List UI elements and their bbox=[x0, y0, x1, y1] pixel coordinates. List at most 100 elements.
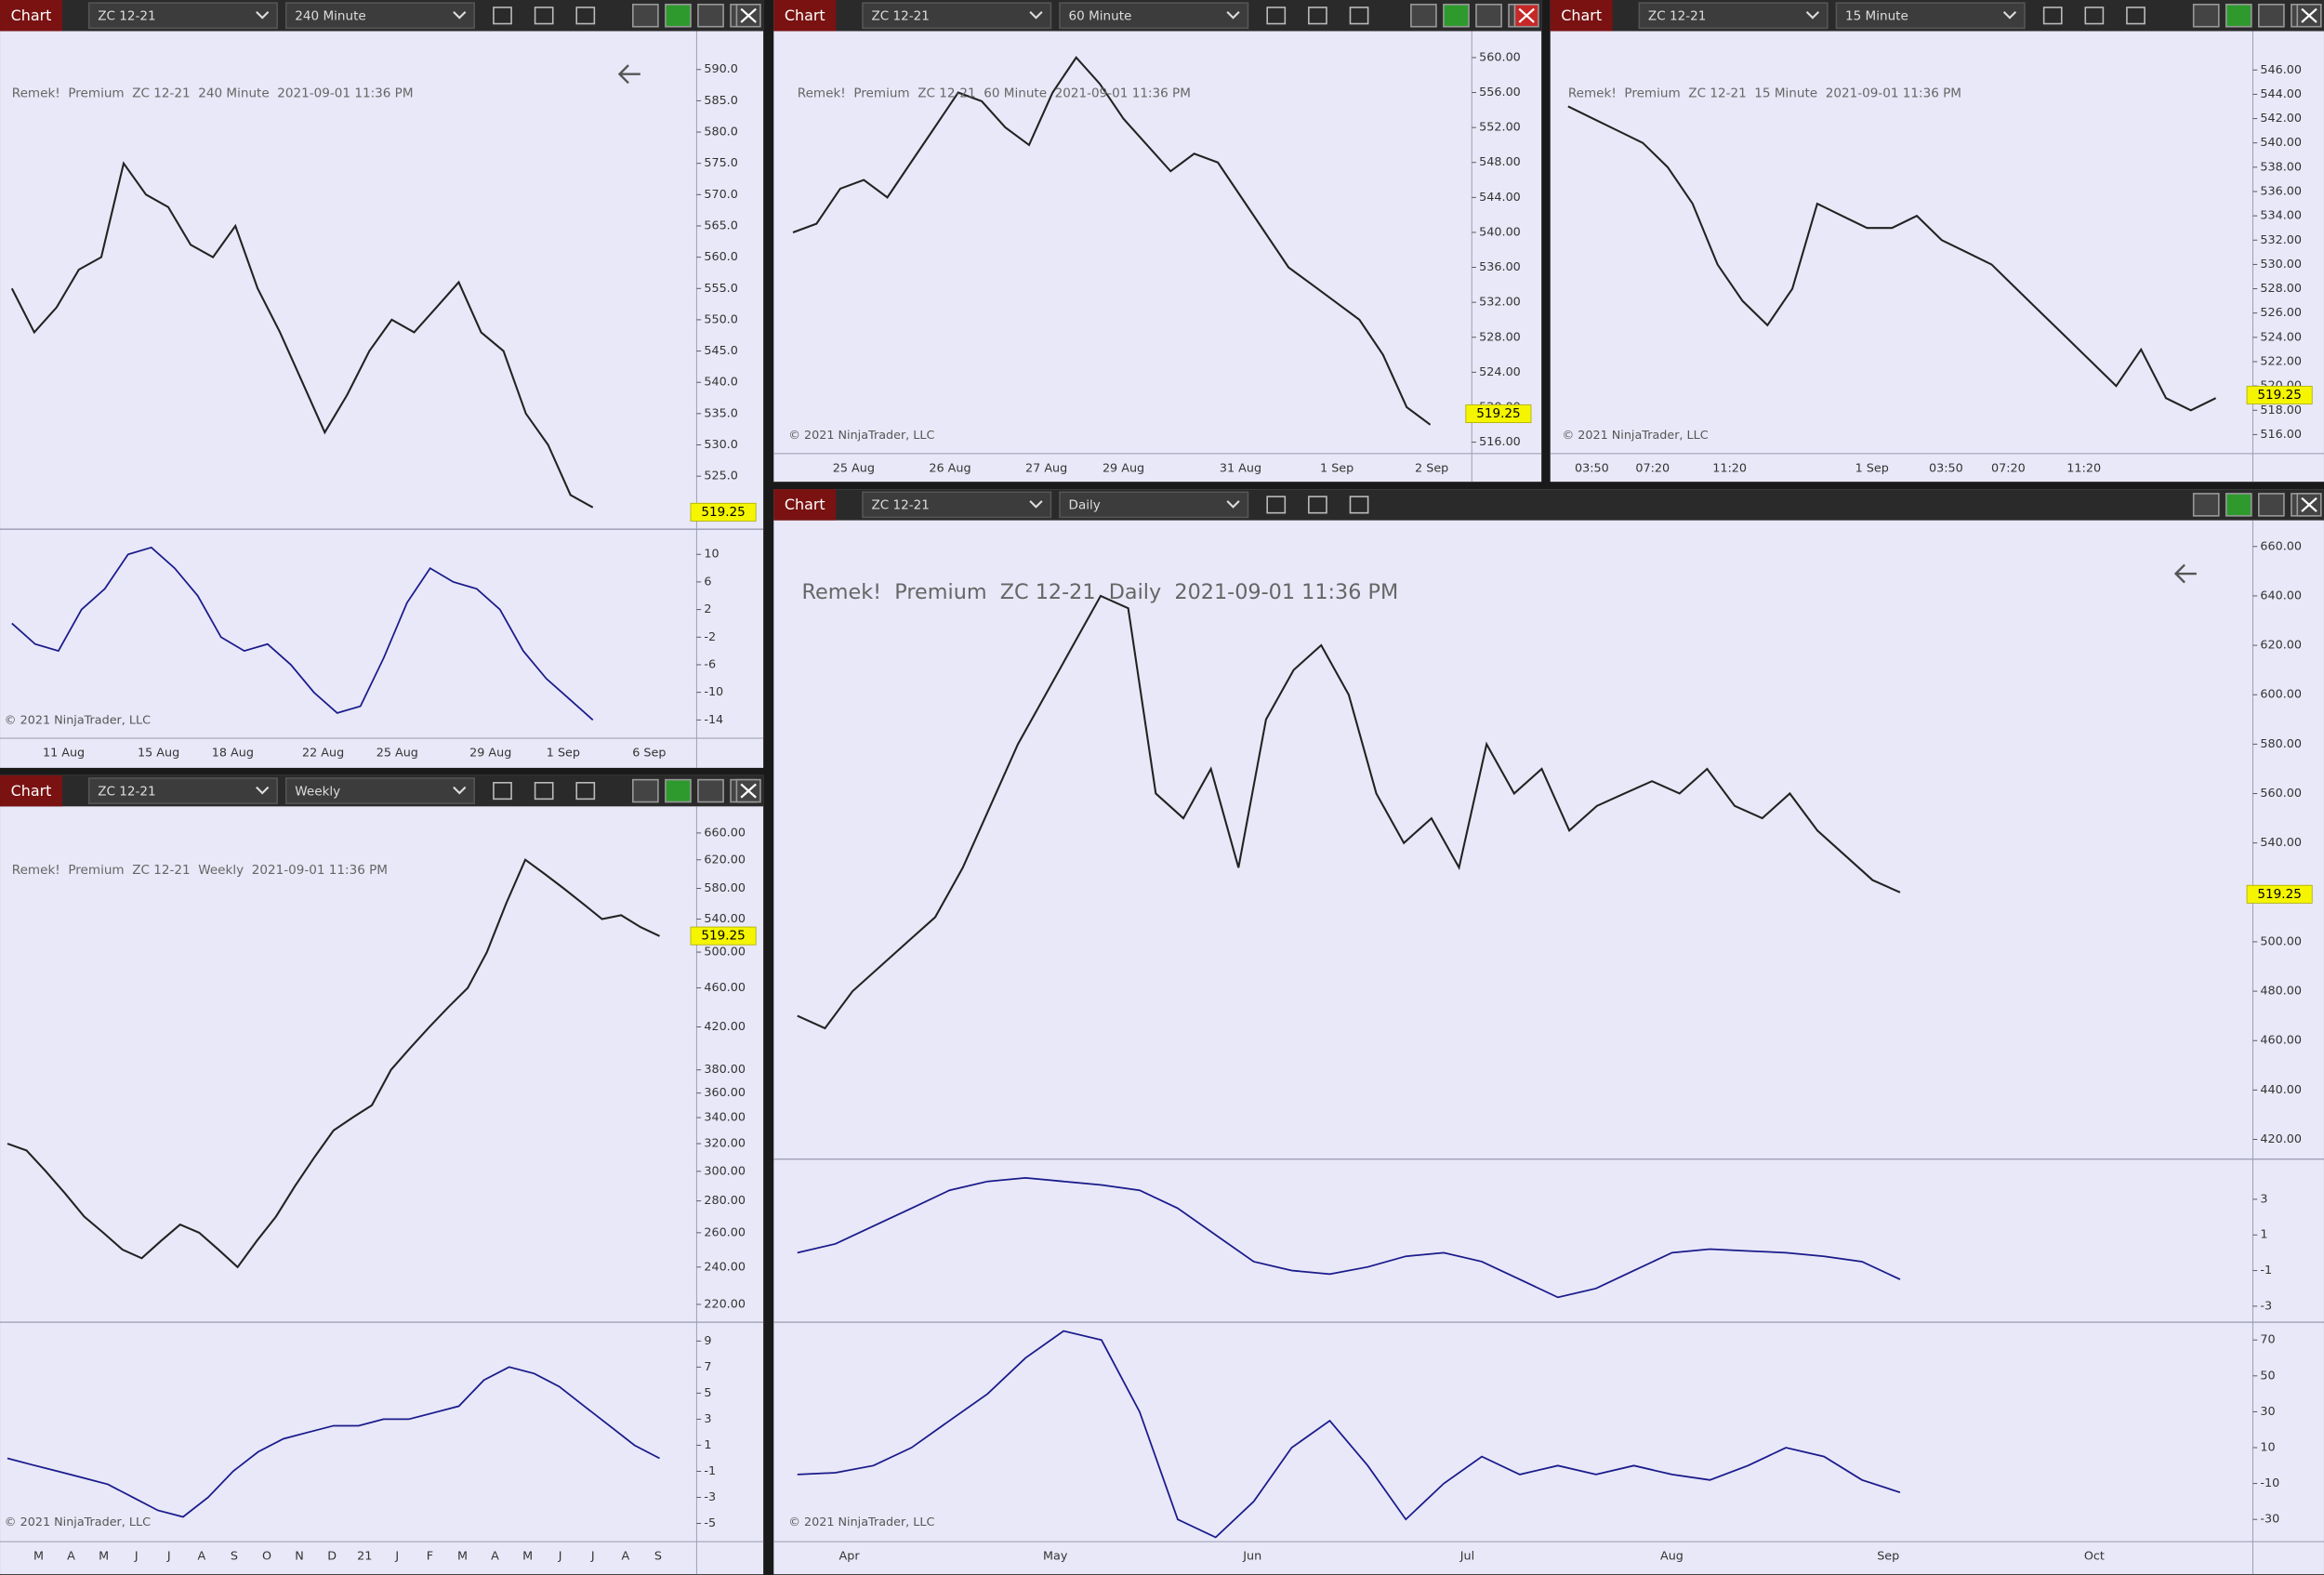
price-tick-label: 70 bbox=[2260, 1333, 2275, 1347]
chart-caption: Remek! Premium ZC 12-21 15 Minute 2021-0… bbox=[1568, 86, 1961, 100]
price-tick-label: 555.0 bbox=[704, 282, 738, 296]
last-price-marker bbox=[690, 502, 757, 522]
price-tick-label: 585.0 bbox=[704, 94, 738, 108]
toolbar-icon[interactable] bbox=[1349, 496, 1369, 514]
interval-select[interactable] bbox=[284, 777, 476, 804]
price-tick-label: 534.00 bbox=[2260, 209, 2302, 223]
toolbar-icon[interactable] bbox=[1266, 7, 1287, 25]
time-label: Aug bbox=[1660, 1550, 1684, 1564]
close-icon bbox=[740, 783, 757, 799]
price-tick-label: -1 bbox=[704, 1464, 716, 1478]
toolbar-icon[interactable] bbox=[493, 782, 512, 801]
window-button[interactable] bbox=[2192, 493, 2220, 517]
toolbar-icon[interactable] bbox=[1308, 7, 1327, 25]
dropdown-arrow bbox=[1029, 11, 1043, 20]
chart-tab[interactable] bbox=[773, 489, 837, 521]
last-price-label: 519.25 bbox=[701, 505, 745, 520]
price-tick-label: -1 bbox=[2260, 1264, 2272, 1277]
toolbar-icon[interactable] bbox=[2042, 7, 2063, 25]
window-button[interactable] bbox=[665, 778, 692, 803]
instrument-select[interactable] bbox=[862, 491, 1052, 519]
instrument-select[interactable] bbox=[87, 777, 278, 804]
last-price-label: 519.25 bbox=[2257, 887, 2301, 902]
toolbar-icon[interactable] bbox=[1349, 7, 1369, 25]
time-label: 11:20 bbox=[2067, 461, 2101, 475]
price-tick-label: 542.00 bbox=[2260, 112, 2302, 126]
window-button[interactable] bbox=[2258, 493, 2285, 517]
interval-select[interactable] bbox=[1059, 2, 1249, 30]
toolbar-icon[interactable] bbox=[575, 7, 596, 25]
window-button[interactable] bbox=[2192, 3, 2220, 28]
chart-tab-label: Chart bbox=[11, 782, 52, 800]
window-button[interactable] bbox=[1443, 3, 1470, 28]
window-button[interactable] bbox=[1410, 3, 1437, 28]
price-tick-label: 540.00 bbox=[2260, 136, 2302, 150]
chart-tab[interactable] bbox=[773, 0, 837, 32]
window-body bbox=[1550, 0, 2324, 483]
interval-select[interactable] bbox=[1059, 491, 1249, 519]
window-button[interactable] bbox=[1475, 3, 1502, 28]
window-button[interactable] bbox=[697, 778, 724, 803]
window-button[interactable] bbox=[632, 778, 659, 803]
time-label: Jun bbox=[1242, 1550, 1261, 1564]
time-label: Sep bbox=[1877, 1550, 1899, 1564]
chart-tab[interactable] bbox=[0, 0, 62, 32]
last-price-marker bbox=[2246, 884, 2313, 904]
chart-tab[interactable] bbox=[0, 774, 62, 807]
time-label: Jul bbox=[1459, 1550, 1474, 1564]
interval-select[interactable] bbox=[1835, 2, 2026, 30]
time-label: 03:50 bbox=[1575, 461, 1609, 475]
price-tick-label: 580.00 bbox=[2260, 737, 2302, 751]
toolbar-icon[interactable] bbox=[1266, 496, 1287, 514]
instrument-select[interactable] bbox=[862, 2, 1052, 30]
time-label: 15 Aug bbox=[138, 746, 179, 760]
toolbar-icon[interactable] bbox=[2126, 7, 2146, 25]
toolbar-icon[interactable] bbox=[575, 782, 596, 801]
window-button[interactable] bbox=[2225, 493, 2252, 517]
toolbar-icon[interactable] bbox=[534, 7, 554, 25]
toolbar-icon[interactable] bbox=[534, 782, 554, 801]
last-price-label: 519.25 bbox=[2257, 388, 2301, 403]
price-tick-label: 528.00 bbox=[1479, 330, 1521, 344]
price-tick-label: 660.00 bbox=[704, 826, 746, 840]
price-tick-label: 518.00 bbox=[2260, 404, 2302, 417]
time-label: S bbox=[231, 1550, 238, 1564]
price-tick-label: 620.00 bbox=[704, 853, 746, 867]
toolbar-icon[interactable] bbox=[493, 7, 512, 25]
dropdown-arrow bbox=[256, 11, 270, 20]
price-tick-label: 565.0 bbox=[704, 218, 738, 232]
instrument-select[interactable] bbox=[87, 2, 278, 30]
price-tick-label: 360.00 bbox=[704, 1086, 746, 1100]
window-button[interactable] bbox=[2225, 3, 2252, 28]
window-button[interactable] bbox=[665, 3, 692, 28]
instrument-select[interactable] bbox=[1638, 2, 1829, 30]
dropdown-arrow bbox=[256, 786, 270, 795]
indicator-line bbox=[11, 546, 594, 721]
window-button[interactable] bbox=[632, 3, 659, 28]
chart-tab[interactable] bbox=[1550, 0, 1613, 32]
back-arrow[interactable] bbox=[617, 64, 640, 85]
time-label: 18 Aug bbox=[212, 746, 254, 760]
close-icon bbox=[740, 7, 757, 23]
close-icon bbox=[2301, 496, 2317, 512]
price-tick-label: 50 bbox=[2260, 1369, 2275, 1383]
toolbar-icon[interactable] bbox=[1308, 496, 1327, 514]
price-line bbox=[797, 594, 1901, 1030]
toolbar-icon[interactable] bbox=[2084, 7, 2105, 25]
time-label: M bbox=[522, 1550, 533, 1564]
time-label: 1 Sep bbox=[1855, 461, 1889, 475]
window-button[interactable] bbox=[697, 3, 724, 28]
interval-select[interactable] bbox=[284, 2, 476, 30]
time-label: F bbox=[427, 1550, 433, 1564]
copyright: © 2021 NinjaTrader, LLC bbox=[1562, 429, 1708, 443]
price-tick-label: -10 bbox=[704, 685, 723, 699]
chart-caption: Remek! Premium ZC 12-21 60 Minute 2021-0… bbox=[798, 86, 1191, 100]
time-label: 2 Sep bbox=[1415, 461, 1448, 475]
instrument-label: ZC 12-21 bbox=[872, 9, 930, 24]
time-label: A bbox=[197, 1550, 205, 1564]
back-arrow[interactable] bbox=[2173, 563, 2197, 584]
window-button[interactable] bbox=[2258, 3, 2285, 28]
price-tick-label: 560.00 bbox=[2260, 787, 2302, 801]
time-label: 1 Sep bbox=[547, 746, 580, 760]
